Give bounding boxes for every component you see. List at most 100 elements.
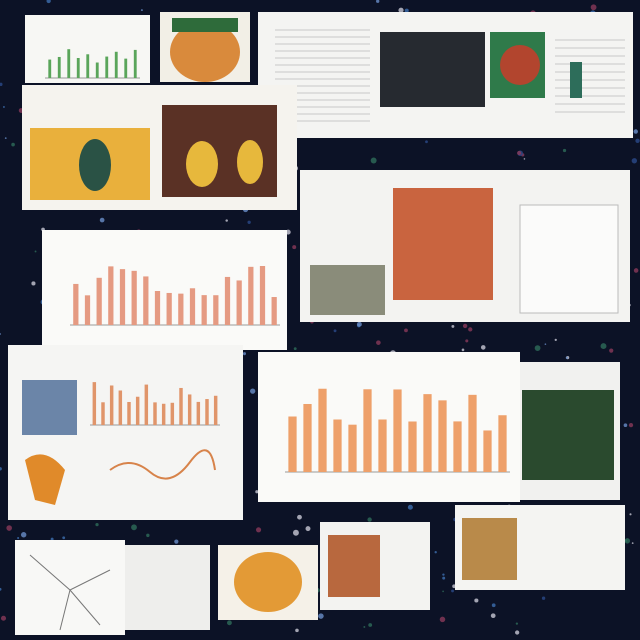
speckle (544, 343, 547, 345)
bar-shape (187, 394, 192, 425)
speckle (631, 542, 634, 545)
speckle (305, 526, 311, 532)
bar-shape (288, 416, 297, 472)
bar-shape (333, 419, 342, 472)
speckle (633, 268, 639, 273)
bar-shape (408, 421, 417, 472)
bar-shape (143, 276, 149, 325)
speckle (292, 245, 297, 250)
speckle (295, 628, 299, 633)
speckle (17, 536, 20, 540)
image-detail (500, 45, 540, 85)
speckle (515, 622, 519, 625)
bar-shape (468, 394, 477, 472)
speckle (465, 339, 469, 343)
speckle (2, 106, 5, 108)
bar-chart (70, 266, 280, 326)
bar-chart (90, 382, 220, 426)
picture (172, 18, 238, 32)
bar-shape (483, 430, 492, 472)
speckle (11, 142, 15, 147)
bar-shape (318, 388, 327, 472)
speckle (0, 333, 1, 335)
speckle (370, 157, 377, 164)
picture (170, 22, 240, 82)
bar-shape (196, 401, 201, 425)
bar-shape (135, 396, 140, 425)
bar-shape (133, 49, 137, 78)
speckle (174, 539, 179, 544)
bar-shape (236, 280, 242, 325)
speckle (293, 347, 297, 351)
bar-shape (166, 292, 172, 325)
speckle (0, 587, 2, 591)
image (462, 518, 517, 580)
bar-shape (114, 51, 118, 78)
bar-chart (285, 388, 510, 473)
bar-shape (178, 293, 184, 325)
speckle (451, 324, 455, 328)
speckle (146, 533, 150, 538)
bar-shape (131, 270, 137, 325)
image (522, 390, 614, 480)
speckle (562, 148, 567, 153)
speckle (363, 626, 366, 628)
bar-shape (179, 387, 183, 425)
bar-shape (76, 57, 80, 78)
speckle (242, 352, 246, 356)
speckle (523, 158, 526, 160)
speckle (554, 338, 557, 342)
card (125, 545, 210, 630)
speckle (624, 539, 628, 542)
image (328, 535, 380, 597)
speckle (6, 525, 12, 531)
speckle (398, 7, 404, 13)
speckle (600, 343, 607, 350)
speckle (34, 250, 37, 253)
bar-shape (224, 276, 231, 325)
bar-shape (73, 283, 79, 325)
bar-shape (205, 399, 209, 425)
speckle (407, 504, 413, 510)
speckle (225, 219, 228, 222)
mini-bar-chart (45, 49, 140, 79)
bar-shape (108, 266, 114, 325)
card (258, 352, 520, 502)
speckle (491, 603, 496, 608)
speckle (434, 550, 437, 554)
speckle (404, 8, 409, 13)
bar-shape (498, 415, 507, 472)
picture (25, 454, 65, 505)
speckle (131, 524, 137, 531)
speckle (292, 529, 299, 536)
speckle (404, 328, 408, 333)
speckle (442, 590, 444, 593)
speckle (367, 517, 372, 522)
speckle (623, 423, 628, 428)
speckle (631, 158, 638, 164)
bar-shape (119, 269, 126, 325)
bar-shape (92, 382, 97, 425)
bar-shape (84, 295, 91, 325)
picture-detail (237, 140, 263, 184)
speckle (356, 321, 362, 327)
bar-shape (259, 266, 266, 325)
speckle (490, 613, 496, 619)
bar-shape (86, 54, 90, 78)
speckle (62, 536, 66, 540)
bar-shape (438, 400, 447, 472)
speckle (468, 327, 473, 332)
bar-shape (101, 402, 105, 425)
dark-image (380, 32, 485, 107)
bar-shape (348, 424, 357, 472)
speckle (451, 589, 454, 593)
speckle (376, 0, 380, 3)
bar-shape (118, 390, 123, 425)
bar-shape (144, 384, 149, 425)
speckle (50, 537, 54, 541)
speckle (425, 140, 428, 144)
speckle (462, 323, 468, 329)
speckle (534, 345, 541, 351)
bar-shape (248, 266, 254, 325)
